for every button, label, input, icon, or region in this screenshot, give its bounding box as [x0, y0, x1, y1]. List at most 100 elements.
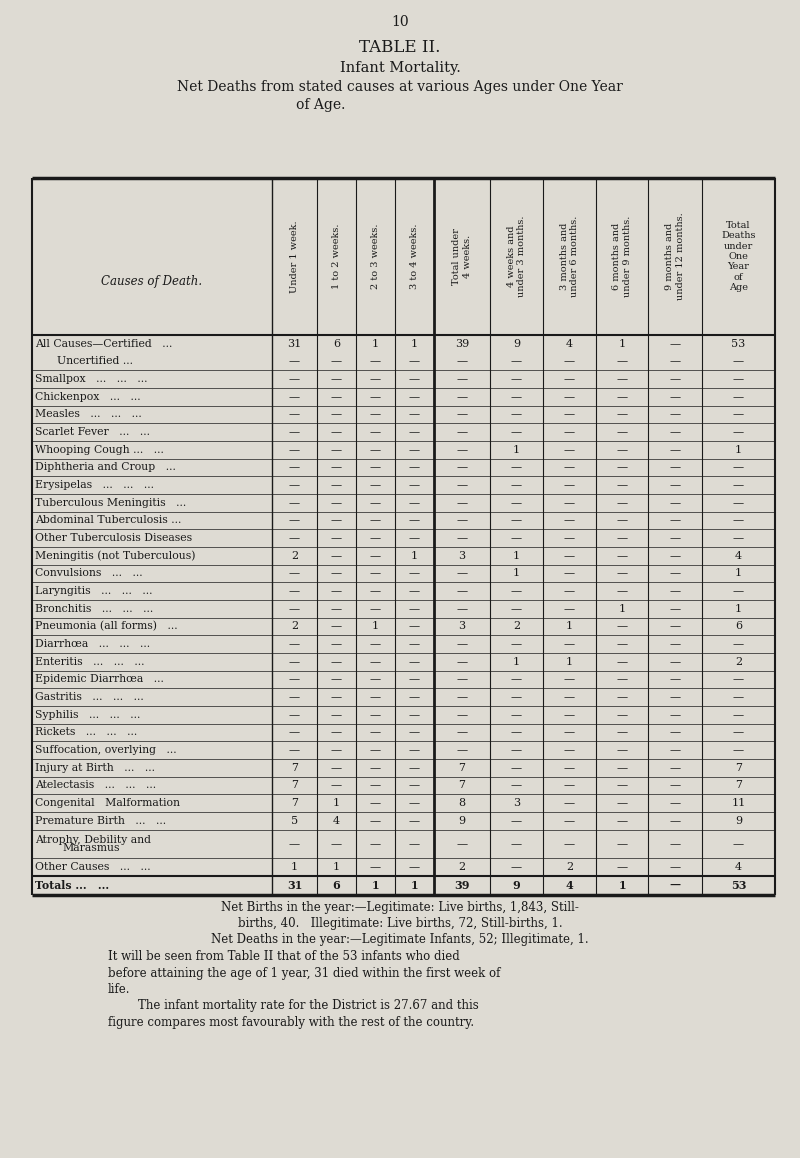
Text: 1: 1 [618, 603, 626, 614]
Text: —: — [617, 745, 627, 755]
Text: —: — [370, 745, 381, 755]
Text: Whooping Cough ...   ...: Whooping Cough ... ... [35, 445, 164, 455]
Text: 7: 7 [291, 798, 298, 808]
Text: —: — [733, 357, 744, 366]
Text: 9 months and
under 12 months.: 9 months and under 12 months. [666, 213, 685, 300]
Text: —: — [564, 374, 575, 384]
Text: —: — [457, 745, 467, 755]
Text: —: — [409, 838, 420, 849]
Text: —: — [733, 427, 744, 438]
Text: —: — [331, 710, 342, 720]
Text: Net Births in the year:—Legitimate: Live births, 1,843, Still-: Net Births in the year:—Legitimate: Live… [221, 901, 579, 914]
Text: —: — [564, 569, 575, 579]
Text: —: — [289, 639, 300, 650]
Text: 4: 4 [566, 880, 574, 891]
Text: —: — [370, 780, 381, 791]
Text: 6: 6 [333, 880, 340, 891]
Text: —: — [670, 515, 681, 526]
Text: Premature Birth   ...   ...: Premature Birth ... ... [35, 815, 166, 826]
Text: —: — [370, 692, 381, 702]
Text: —: — [733, 838, 744, 849]
Text: Congenital   Malformation: Congenital Malformation [35, 798, 180, 808]
Text: —: — [564, 481, 575, 490]
Text: —: — [457, 462, 467, 472]
Text: —: — [409, 639, 420, 650]
Text: —: — [617, 515, 627, 526]
Text: 4: 4 [735, 551, 742, 560]
Text: —: — [670, 481, 681, 490]
Text: —: — [409, 692, 420, 702]
Text: —: — [409, 745, 420, 755]
Text: —: — [409, 815, 420, 826]
Text: —: — [331, 763, 342, 772]
Text: —: — [511, 533, 522, 543]
Text: —: — [617, 357, 627, 366]
Text: —: — [370, 481, 381, 490]
Text: —: — [617, 622, 627, 631]
Text: Total
Deaths
under
One
Year
of
Age: Total Deaths under One Year of Age [722, 221, 756, 292]
Text: —: — [564, 780, 575, 791]
Text: —: — [617, 815, 627, 826]
Text: —: — [564, 674, 575, 684]
Text: —: — [617, 763, 627, 772]
Text: 31: 31 [287, 880, 302, 891]
Text: —: — [289, 357, 300, 366]
Text: —: — [289, 710, 300, 720]
Text: —: — [733, 410, 744, 419]
Text: Total under
4 weeks.: Total under 4 weeks. [452, 228, 472, 285]
Text: —: — [617, 674, 627, 684]
Text: —: — [733, 692, 744, 702]
Text: —: — [670, 533, 681, 543]
Text: —: — [511, 862, 522, 872]
Text: —: — [670, 410, 681, 419]
Text: 3 to 4 weeks.: 3 to 4 weeks. [410, 223, 419, 290]
Text: 3: 3 [513, 798, 520, 808]
Text: 1 to 2 weeks.: 1 to 2 weeks. [332, 223, 341, 290]
Text: —: — [409, 357, 420, 366]
Text: 2: 2 [291, 622, 298, 631]
Text: Bronchitis   ...   ...   ...: Bronchitis ... ... ... [35, 603, 154, 614]
Text: —: — [670, 551, 681, 560]
Text: —: — [331, 622, 342, 631]
Text: —: — [370, 862, 381, 872]
Text: 1: 1 [291, 862, 298, 872]
Text: —: — [331, 586, 342, 596]
Text: —: — [457, 838, 467, 849]
Text: —: — [370, 798, 381, 808]
Text: Epidemic Diarrhœa   ...: Epidemic Diarrhœa ... [35, 674, 164, 684]
Text: —: — [457, 391, 467, 402]
Text: —: — [564, 745, 575, 755]
Text: —: — [733, 674, 744, 684]
Text: 1: 1 [372, 339, 379, 349]
Text: 4 weeks and
under 3 months.: 4 weeks and under 3 months. [507, 215, 526, 298]
Text: —: — [617, 445, 627, 455]
Text: —: — [409, 515, 420, 526]
Text: —: — [670, 374, 681, 384]
Text: —: — [331, 391, 342, 402]
Text: —: — [457, 427, 467, 438]
Text: —: — [457, 533, 467, 543]
Text: —: — [511, 515, 522, 526]
Text: —: — [331, 410, 342, 419]
Text: —: — [370, 657, 381, 667]
Text: —: — [409, 763, 420, 772]
Text: —: — [409, 603, 420, 614]
Text: —: — [617, 862, 627, 872]
Text: Diphtheria and Croup   ...: Diphtheria and Croup ... [35, 462, 176, 472]
Text: —: — [331, 498, 342, 508]
Text: 2: 2 [735, 657, 742, 667]
Text: figure compares most favourably with the rest of the country.: figure compares most favourably with the… [108, 1016, 474, 1029]
Text: 10: 10 [391, 15, 409, 29]
Text: —: — [331, 838, 342, 849]
Text: —: — [617, 569, 627, 579]
Text: Enteritis   ...   ...   ...: Enteritis ... ... ... [35, 657, 145, 667]
Text: Laryngitis   ...   ...   ...: Laryngitis ... ... ... [35, 586, 153, 596]
Text: 8: 8 [458, 798, 466, 808]
Text: —: — [670, 586, 681, 596]
Text: —: — [457, 710, 467, 720]
Text: —: — [617, 533, 627, 543]
Text: —: — [409, 586, 420, 596]
Text: —: — [733, 745, 744, 755]
Text: —: — [564, 815, 575, 826]
Text: Other Tuberculosis Diseases: Other Tuberculosis Diseases [35, 533, 192, 543]
